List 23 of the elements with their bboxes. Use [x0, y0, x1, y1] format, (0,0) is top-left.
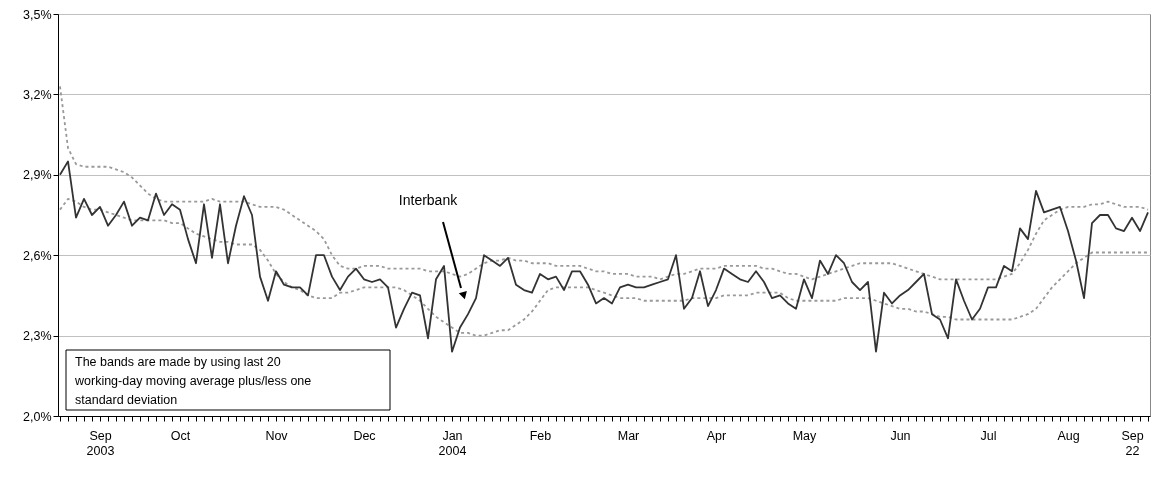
x-tick-label: Apr [706, 428, 727, 443]
x-tick-label: Jun [890, 428, 911, 443]
line-series [59, 85, 1149, 281]
x-tick-label: Aug [1057, 428, 1080, 443]
x-tick-label: Nov [265, 428, 289, 443]
y-tick-label: 2,9% [23, 168, 52, 183]
x-tick-label: Jul [980, 428, 997, 443]
annotation: The bands are made by using last 20 working-day moving average plus/less one standard deviation [74, 355, 312, 407]
y-tick-label: 3,5% [23, 7, 52, 22]
x-tick-label: Sep 22 [1121, 428, 1144, 458]
x-tick-label: Feb [529, 428, 552, 443]
x-tick-label: Sep 2003 [86, 428, 115, 458]
x-tick-label: May [792, 428, 818, 443]
y-tick-label: 2,3% [23, 329, 52, 344]
annotation: Interbank [398, 192, 459, 208]
y-tick-label: 2,6% [23, 248, 52, 263]
y-tick-label: 3,2% [23, 87, 52, 102]
x-tick-label: Oct [170, 428, 191, 443]
y-tick-label: 2,0% [23, 409, 52, 424]
line-series [59, 160, 1149, 353]
x-tick-label: Jan 2004 [438, 428, 467, 458]
x-tick-label: Dec [353, 428, 376, 443]
x-tick-label: Mar [617, 428, 640, 443]
